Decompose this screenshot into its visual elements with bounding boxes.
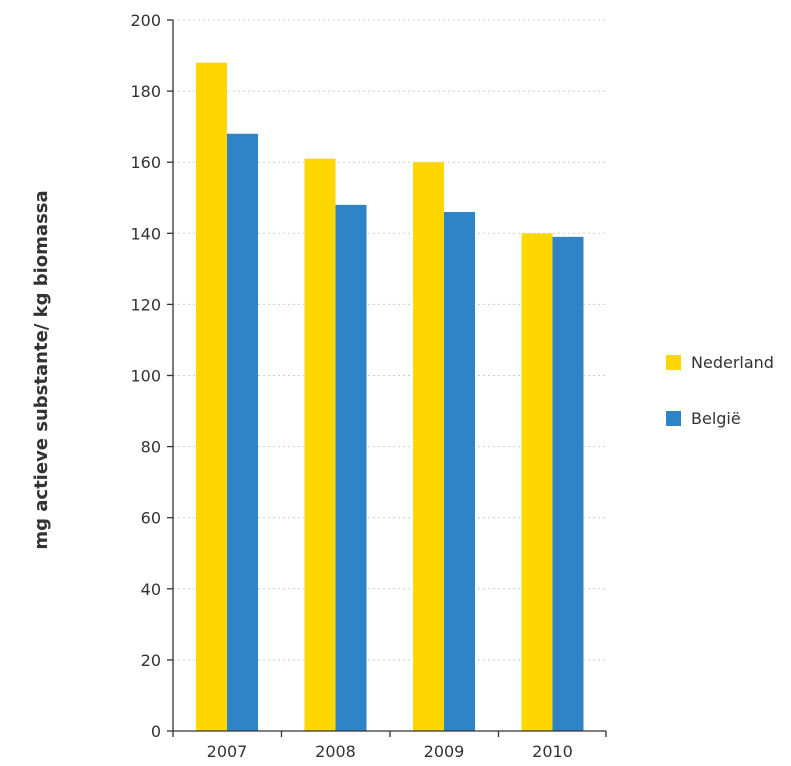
y-tick-label-140: 140	[130, 224, 161, 243]
bar-nederland-2007	[196, 62, 227, 732]
bar-belgië-2007	[227, 133, 258, 731]
y-tick-label-200: 200	[130, 11, 161, 30]
bar-belgië-2008	[335, 204, 367, 732]
y-tick-label-0: 0	[151, 722, 161, 741]
bars	[196, 62, 584, 732]
y-tick-label-180: 180	[130, 82, 161, 101]
legend-swatch-belgië	[666, 411, 681, 426]
y-tick-label-40: 40	[141, 580, 161, 599]
y-axis-label: mg actieve substante/ kg biomassa	[31, 190, 52, 549]
legend-label-belgië: België	[691, 409, 741, 428]
y-tick-label-60: 60	[141, 509, 161, 528]
y-tick-label-100: 100	[130, 367, 161, 386]
x-tick-label-2008: 2008	[315, 742, 356, 761]
y-tick-label-160: 160	[130, 153, 161, 172]
x-tick-label-2007: 2007	[207, 742, 248, 761]
legend: Nederland België	[666, 353, 774, 428]
y-tick-label-80: 80	[141, 438, 161, 457]
bar-nederland-2010	[521, 233, 553, 732]
x-tick-label-2009: 2009	[424, 742, 465, 761]
bar-belgië-2010	[552, 236, 584, 732]
y-tick-label-20: 20	[141, 651, 161, 670]
bar-nederland-2009	[413, 162, 444, 731]
bar-nederland-2008	[304, 158, 336, 731]
legend-label-nederland: Nederland	[691, 353, 774, 372]
axes	[167, 19, 607, 737]
y-tick-labels: 0 20 40 60 80 100 120 140 160 180 200	[130, 11, 161, 741]
bar-belgië-2009	[444, 211, 475, 732]
x-tick-label-2010: 2010	[532, 742, 573, 761]
legend-swatch-nederland	[666, 355, 681, 370]
x-tick-labels: 2007 2008 2009 2010	[207, 742, 573, 761]
y-tick-label-120: 120	[130, 295, 161, 314]
